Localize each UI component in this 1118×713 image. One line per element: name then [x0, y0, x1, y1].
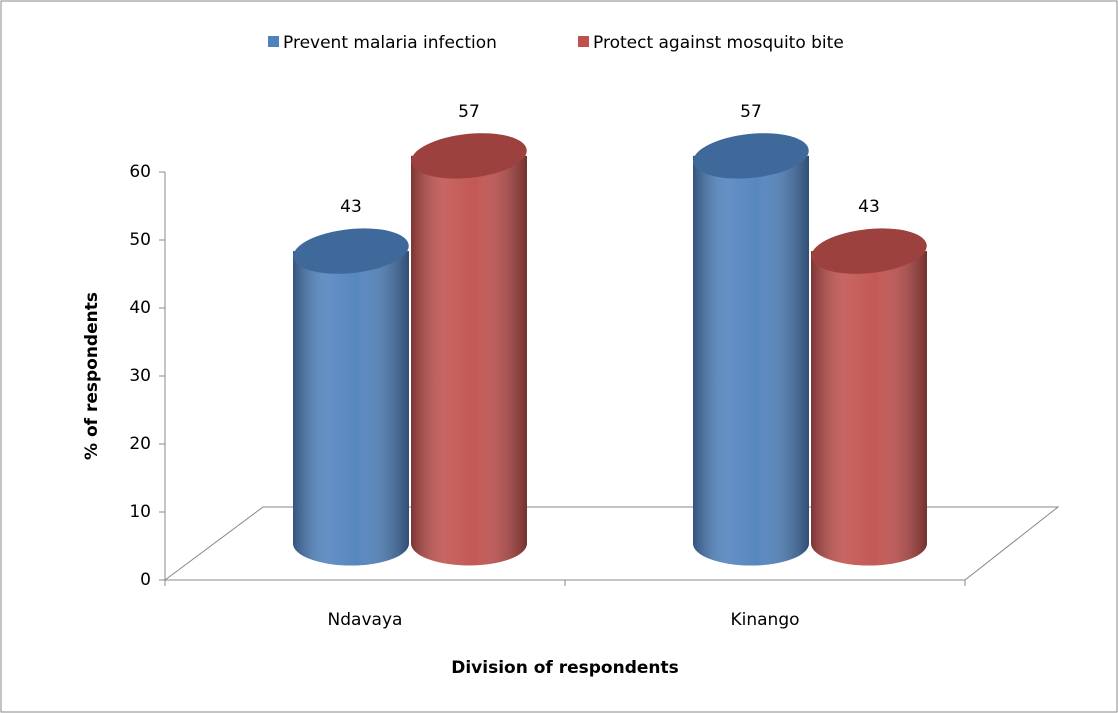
- bar: [811, 228, 927, 566]
- y-tick-label: 10: [129, 502, 151, 522]
- y-axis-title: % of respondents: [82, 292, 102, 460]
- bar-top: [411, 133, 527, 179]
- y-tick-label: 30: [129, 366, 151, 386]
- bar-top-shade: [293, 228, 409, 274]
- bar-top: [293, 228, 409, 274]
- bar-top-shade: [811, 228, 927, 274]
- bar-top-shade: [411, 133, 527, 179]
- y-tick-label: 0: [140, 570, 151, 590]
- legend-swatch: [578, 36, 589, 47]
- legend-swatch: [268, 36, 279, 47]
- value-label: 43: [858, 197, 880, 217]
- bar-shade: [411, 155, 527, 566]
- bar-shade: [293, 251, 409, 566]
- bar: [693, 133, 809, 566]
- x-axis-title: Division of respondents: [451, 658, 679, 678]
- value-label: 57: [458, 102, 480, 122]
- bar-top: [811, 228, 927, 274]
- bar-shade: [693, 155, 809, 566]
- y-tick-label: 20: [129, 434, 151, 454]
- x-tick-label: Ndavaya: [328, 610, 403, 630]
- y-tick-label: 40: [129, 298, 151, 318]
- bar: [411, 133, 527, 566]
- value-label: 43: [340, 197, 362, 217]
- bar-top-shade: [693, 133, 809, 179]
- y-tick-label: 50: [129, 230, 151, 250]
- x-tick-label: Kinango: [730, 610, 799, 630]
- y-tick-label: 60: [129, 162, 151, 182]
- bar-shade: [811, 251, 927, 566]
- value-label: 57: [740, 102, 762, 122]
- bar-top: [693, 133, 809, 179]
- legend-label: Protect against mosquito bite: [593, 33, 844, 53]
- bar: [293, 228, 409, 566]
- legend-label: Prevent malaria infection: [283, 33, 497, 53]
